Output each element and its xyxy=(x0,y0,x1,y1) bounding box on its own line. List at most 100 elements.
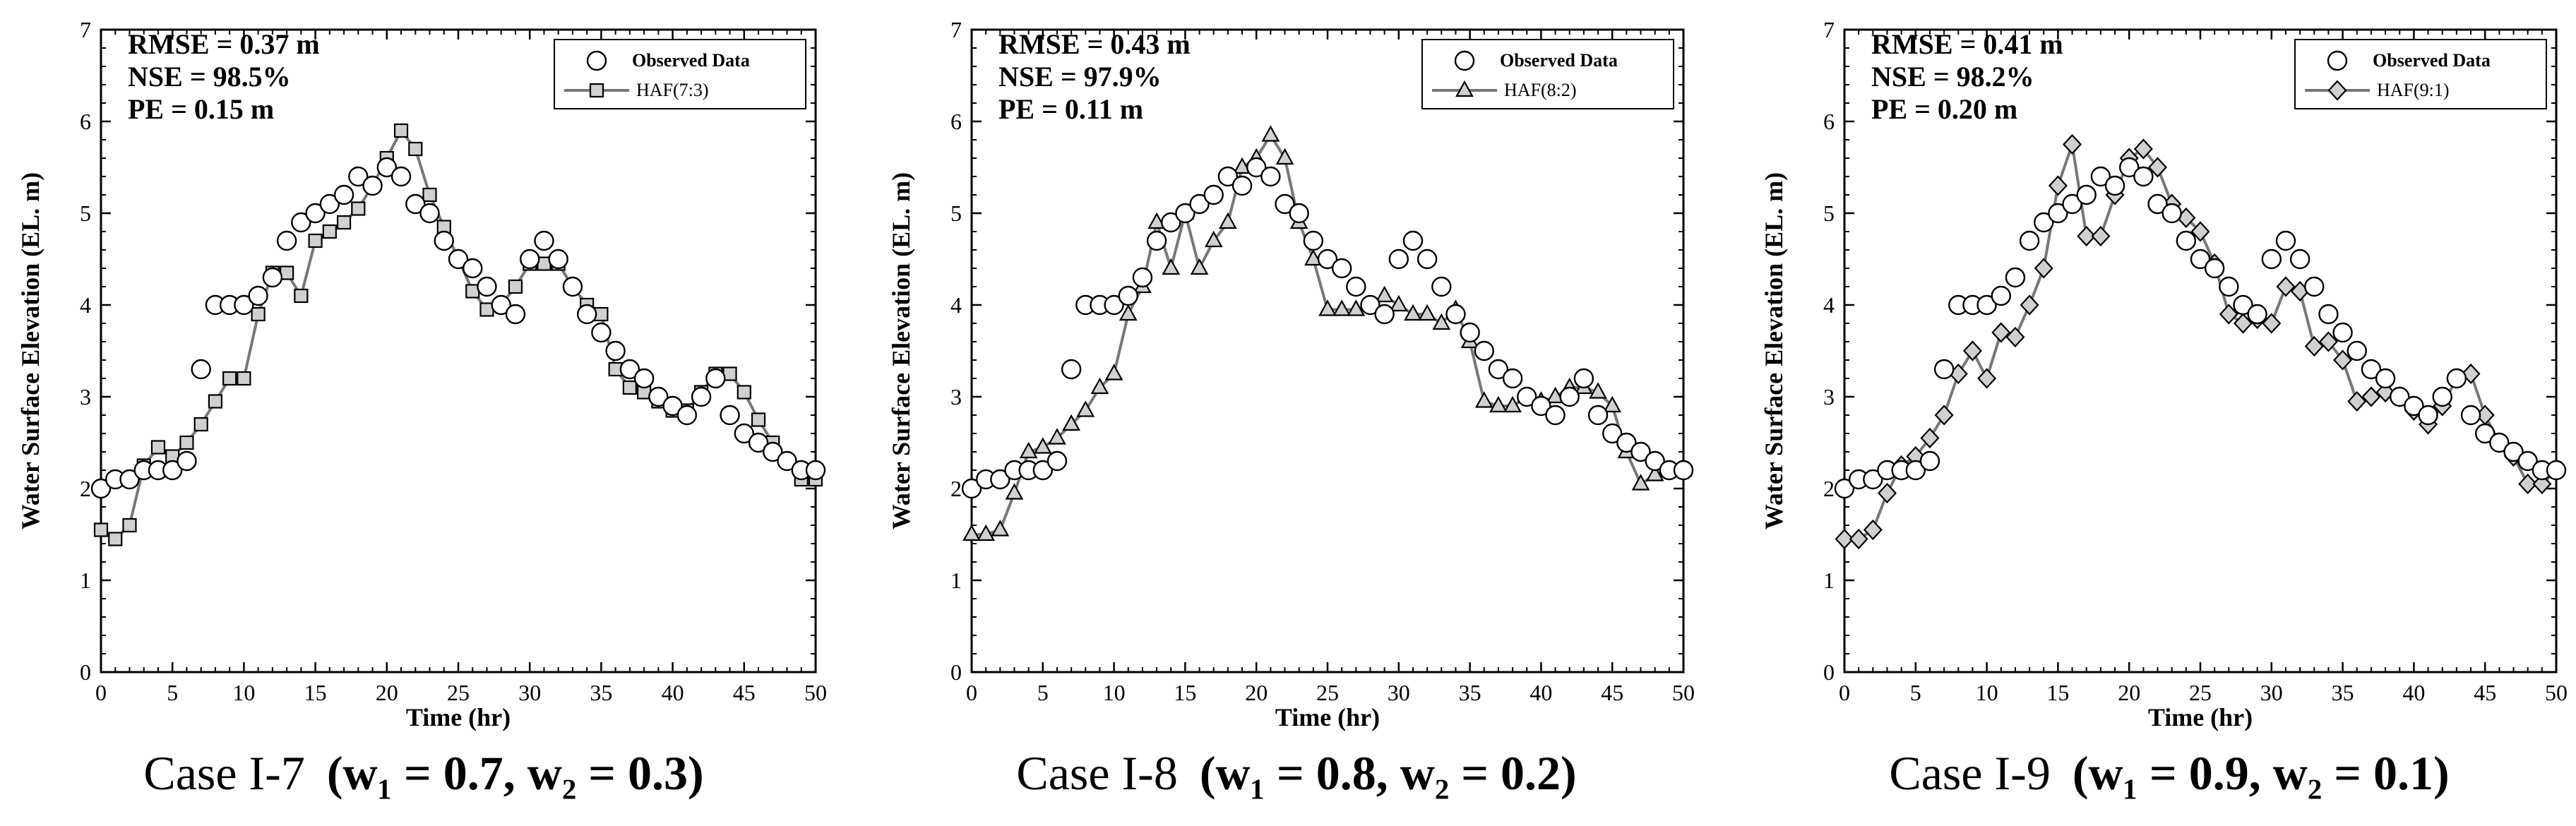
model-point xyxy=(1062,414,1080,431)
observed-point xyxy=(1559,386,1580,407)
model-point xyxy=(1275,148,1294,165)
model-point xyxy=(1962,340,1982,361)
observed-point xyxy=(1445,304,1466,325)
model-point xyxy=(422,187,437,203)
observed-point xyxy=(1360,294,1381,316)
observed-point xyxy=(191,359,211,380)
y-tick-label: 1 xyxy=(80,568,91,593)
stat-nse: NSE = 97.9% xyxy=(998,61,1162,92)
observed-point xyxy=(705,368,726,389)
observed-point xyxy=(1203,184,1224,205)
observed-point xyxy=(1488,359,1509,380)
model-point xyxy=(622,380,637,395)
observed-point xyxy=(2034,212,2054,233)
observed-point xyxy=(720,405,740,426)
stat-pe: PE = 0.11 m xyxy=(998,93,1143,125)
model-point xyxy=(179,435,194,450)
x-tick-label: 35 xyxy=(1459,680,1481,705)
legend: Observed Data HAF(7:3) xyxy=(554,39,806,109)
model-point xyxy=(1375,285,1394,303)
y-tick-label: 6 xyxy=(950,109,962,134)
legend-model-marker xyxy=(1455,80,1474,97)
x-tick-label: 30 xyxy=(518,680,541,705)
x-tick-label: 0 xyxy=(95,680,107,705)
observed-point xyxy=(2233,294,2253,316)
series-observed xyxy=(90,157,826,499)
legend-observed-circle xyxy=(586,50,607,71)
x-tick-label: 20 xyxy=(2118,680,2140,705)
observed-point xyxy=(1146,230,1167,251)
legend-model-label: HAF(7:3) xyxy=(636,80,709,100)
caption-case: Case I-8 xyxy=(1016,746,1177,800)
model-point xyxy=(2048,175,2068,196)
y-tick-label: 0 xyxy=(950,659,962,685)
x-tick-label: 40 xyxy=(1530,680,1552,705)
observed-point xyxy=(333,184,354,205)
model-point xyxy=(1877,482,1897,504)
observed-point xyxy=(1573,368,1594,389)
legend-model-symbol xyxy=(2327,80,2347,101)
observed-point xyxy=(1431,276,1452,297)
x-tick-label: 25 xyxy=(1316,680,1339,705)
model-point xyxy=(1863,519,1883,541)
model-point xyxy=(1631,474,1650,491)
observed-point xyxy=(2418,405,2438,426)
observed-point xyxy=(2289,249,2310,270)
model-point xyxy=(1404,304,1422,321)
model-point xyxy=(1418,304,1436,321)
model-point xyxy=(1076,400,1095,417)
model-point xyxy=(1645,465,1664,481)
model-point xyxy=(2190,221,2210,242)
model-point xyxy=(336,215,352,230)
model-point xyxy=(1920,427,1940,449)
observed-point xyxy=(1402,230,1424,251)
observed-point xyxy=(605,340,626,361)
legend-model-symbol xyxy=(589,83,604,98)
observed-point xyxy=(2219,276,2239,297)
x-tick-label: 10 xyxy=(232,680,255,705)
x-tick-label: 25 xyxy=(447,680,470,705)
y-tick-label: 0 xyxy=(1823,659,1835,685)
observed-point xyxy=(390,166,412,187)
model-point xyxy=(1991,322,2011,343)
observed-point xyxy=(2275,230,2296,251)
observed-point xyxy=(2247,304,2267,325)
observed-point xyxy=(2048,203,2068,224)
model-point xyxy=(1849,528,1868,550)
legend-observed-label: Observed Data xyxy=(1500,50,1618,71)
model-point xyxy=(2233,313,2253,334)
x-tick-label: 50 xyxy=(2545,680,2568,705)
observed-point xyxy=(1630,441,1651,462)
model-point xyxy=(308,233,323,249)
x-tick-label: 30 xyxy=(1388,680,1410,705)
model-point xyxy=(1233,157,1251,174)
model-point xyxy=(2318,331,2338,352)
stats-box: RMSE = 0.43 m NSE = 97.9% PE = 0.11 m xyxy=(998,28,1191,125)
observed-point xyxy=(2318,304,2339,325)
observed-point xyxy=(1374,304,1395,325)
observed-point xyxy=(405,193,426,215)
model-point xyxy=(2276,276,2296,297)
model-point xyxy=(2347,390,2367,412)
observed-point xyxy=(319,193,340,215)
observed-point xyxy=(691,386,712,407)
model-point xyxy=(351,201,366,216)
observed-point xyxy=(619,359,640,380)
panel-caption: Case I-9 (w₁ = 0.9, w₂ = 0.1) xyxy=(1889,746,2449,800)
model-point xyxy=(1603,395,1622,413)
y-tick-label: 4 xyxy=(950,292,962,318)
observed-point xyxy=(2204,258,2225,279)
observed-point xyxy=(676,405,698,426)
model-point xyxy=(1204,230,1223,248)
observed-point xyxy=(348,166,369,187)
model-point xyxy=(150,440,166,455)
y-tick-label: 7 xyxy=(1823,17,1835,42)
observed-point xyxy=(1460,322,1480,343)
observed-point xyxy=(534,230,554,251)
x-tick-label: 45 xyxy=(1601,680,1623,705)
x-tick-label: 5 xyxy=(1037,680,1049,705)
y-tick-label: 3 xyxy=(1823,384,1835,409)
stat-nse: NSE = 98.5% xyxy=(128,61,291,92)
model-point xyxy=(977,524,996,541)
